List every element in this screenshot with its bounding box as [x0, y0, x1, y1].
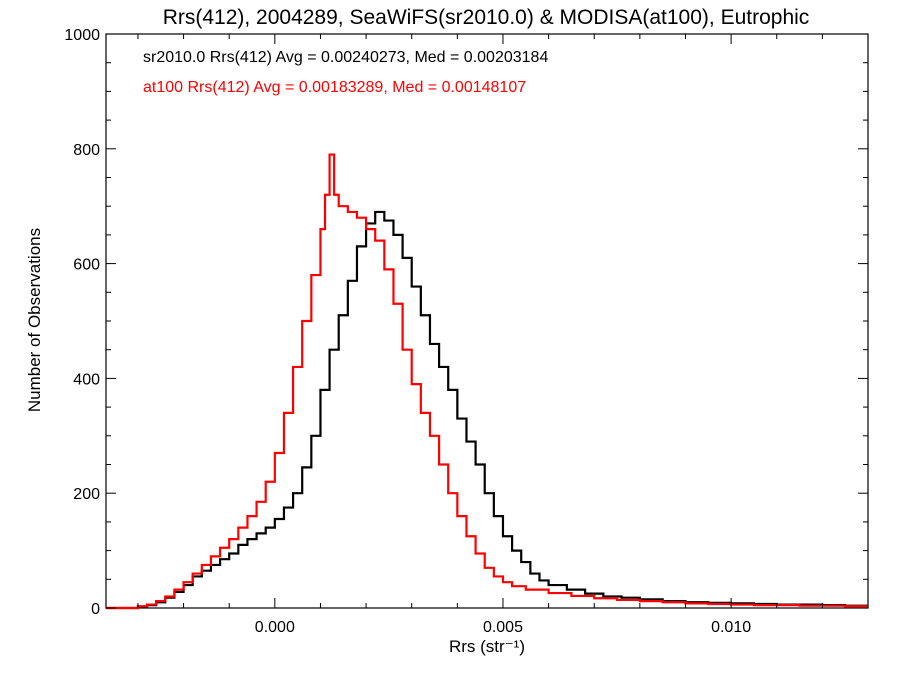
- plot-area: 0 200 400 600 800 1000 0.000 0.005 0.010: [64, 27, 869, 636]
- y-tick-label: 400: [73, 371, 100, 388]
- x-axis-label: Rrs (str⁻¹): [449, 637, 525, 656]
- series-at100-line: [106, 153, 868, 610]
- chart-title: Rrs(412), 2004289, SeaWiFS(sr2010.0) & M…: [163, 6, 810, 29]
- series-layer: [106, 153, 868, 610]
- series-sr2010-line: [106, 210, 868, 610]
- x-tick-label: 0.000: [255, 619, 295, 636]
- y-tick-label: 600: [73, 257, 100, 274]
- y-tick-label: 1000: [64, 27, 100, 44]
- y-tick-label: 800: [73, 142, 100, 159]
- tick-layer: 0 200 400 600 800 1000 0.000 0.005 0.010: [64, 27, 869, 636]
- annotation-at100: at100 Rrs(412) Avg = 0.00183289, Med = 0…: [143, 79, 526, 96]
- annotation-sr2010: sr2010.0 Rrs(412) Avg = 0.00240273, Med …: [143, 49, 548, 66]
- y-axis-label: Number of Observations: [25, 228, 44, 412]
- plot-frame: [105, 33, 869, 609]
- x-tick-label: 0.005: [483, 619, 523, 636]
- y-tick-label: 200: [73, 486, 100, 503]
- x-tick-label: 0.010: [711, 619, 751, 636]
- y-tick-label: 0: [91, 601, 100, 618]
